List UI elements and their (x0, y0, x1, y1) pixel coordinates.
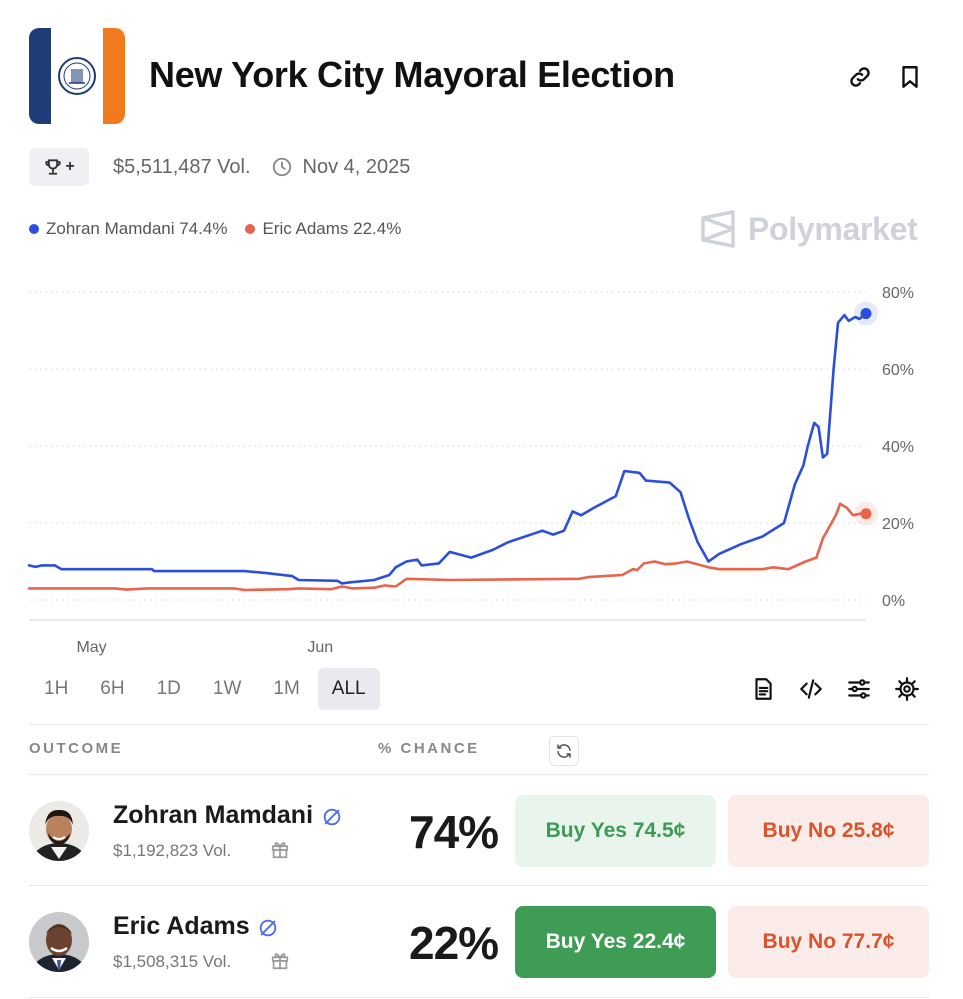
verified-icon (259, 919, 277, 937)
timeframe-1d[interactable]: 1D (156, 678, 181, 699)
y-axis-ticks: 80% 60% 40% 20% 0% (882, 285, 914, 610)
verified-icon (323, 808, 341, 826)
divider (29, 774, 929, 775)
candidate-volume: $1,192,823 Vol. (113, 841, 232, 860)
buy-no-button[interactable]: Buy No 25.8¢ (728, 795, 929, 867)
y-tick-label: 80% (882, 285, 914, 302)
document-icon[interactable] (750, 676, 776, 702)
outcome-row-mamdani[interactable]: Zohran Mamdani $1,192,823 Vol. 74% Buy Y… (29, 775, 929, 885)
candidate-name[interactable]: Eric Adams (113, 912, 250, 940)
code-icon[interactable] (798, 676, 824, 702)
series-end-point (860, 508, 872, 520)
link-icon[interactable] (847, 64, 873, 90)
series-line-adams (27, 502, 868, 592)
nyc-seal-icon (58, 57, 96, 95)
timeframe-1w[interactable]: 1W (212, 678, 242, 699)
series-end-point (860, 308, 872, 320)
timeframe-1m[interactable]: 1M (273, 678, 300, 699)
legend-dot-mamdani (29, 224, 39, 234)
buy-yes-button[interactable]: Buy Yes 74.5¢ (515, 795, 716, 867)
gift-icon[interactable] (269, 838, 291, 860)
timeframe-all[interactable]: ALL (317, 668, 380, 710)
x-tick-label: Jun (307, 639, 333, 656)
page-title: New York City Mayoral Election (149, 54, 675, 95)
buy-yes-button[interactable]: Buy Yes 22.4¢ (515, 906, 716, 978)
timeframe-selector: 1H 6H 1D 1W 1M ALL (30, 668, 384, 710)
price-chart[interactable]: 80% 60% 40% 20% 0% May Jun (0, 270, 963, 660)
bookmark-icon[interactable] (897, 64, 923, 90)
gear-icon[interactable] (894, 676, 920, 702)
series-line-mamdani (27, 312, 868, 585)
refresh-icon (557, 744, 571, 758)
clock-icon (272, 157, 291, 177)
timeframe-1h[interactable]: 1H (44, 678, 69, 699)
chance-column-header: % CHANCE (378, 740, 480, 757)
avatar-mamdani (29, 801, 89, 861)
chance-value: 74% (409, 806, 499, 858)
chart-grid (29, 291, 866, 601)
x-axis-ticks: May Jun (76, 639, 333, 656)
buy-no-button[interactable]: Buy No 77.7¢ (728, 906, 929, 978)
y-tick-label: 60% (882, 362, 914, 379)
trophy-button[interactable]: + (29, 148, 89, 186)
gift-icon[interactable] (269, 949, 291, 971)
sliders-icon[interactable] (846, 676, 872, 702)
nyc-flag-image (29, 28, 125, 124)
legend-label-adams: Eric Adams 22.4% (262, 219, 402, 238)
candidate-name[interactable]: Zohran Mamdani (113, 801, 314, 829)
x-tick-label: May (76, 639, 106, 656)
candidate-volume: $1,508,315 Vol. (113, 952, 232, 971)
market-header: New York City Mayoral Election (29, 28, 929, 124)
polymarket-logo-icon (701, 210, 735, 248)
avatar-adams (29, 912, 89, 972)
trophy-plus: + (65, 158, 75, 175)
end-date: Nov 4, 2025 (302, 155, 411, 178)
refresh-button[interactable] (549, 736, 579, 766)
divider (29, 885, 929, 886)
legend-item-adams: Eric Adams 22.4% (245, 219, 401, 239)
timeframe-6h[interactable]: 6H (100, 678, 125, 699)
chance-value: 22% (409, 917, 499, 969)
trophy-icon (45, 159, 62, 175)
market-meta: + $5,511,487 Vol. Nov 4, 2025 (29, 148, 410, 186)
market-volume: $5,511,487 Vol. (113, 155, 251, 178)
chart-tools (750, 676, 920, 702)
legend-label-mamdani: Zohran Mamdani 74.4% (46, 219, 228, 238)
y-tick-label: 20% (882, 516, 914, 533)
divider (29, 724, 929, 725)
y-tick-label: 0% (882, 593, 905, 610)
legend-item-mamdani: Zohran Mamdani 74.4% (29, 219, 227, 239)
divider (29, 997, 929, 998)
polymarket-wordmark: Polymarket (748, 210, 918, 247)
outcome-row-adams[interactable]: Eric Adams $1,508,315 Vol. 22% Buy Yes 2… (29, 886, 929, 996)
legend-dot-adams (245, 224, 256, 234)
chart-legend: Zohran Mamdani 74.4% Eric Adams 22.4% (29, 219, 419, 239)
polymarket-logo: Polymarket (700, 210, 918, 248)
y-tick-label: 40% (882, 439, 914, 456)
outcome-column-header: OUTCOME (29, 740, 124, 757)
chart-series (27, 301, 878, 592)
